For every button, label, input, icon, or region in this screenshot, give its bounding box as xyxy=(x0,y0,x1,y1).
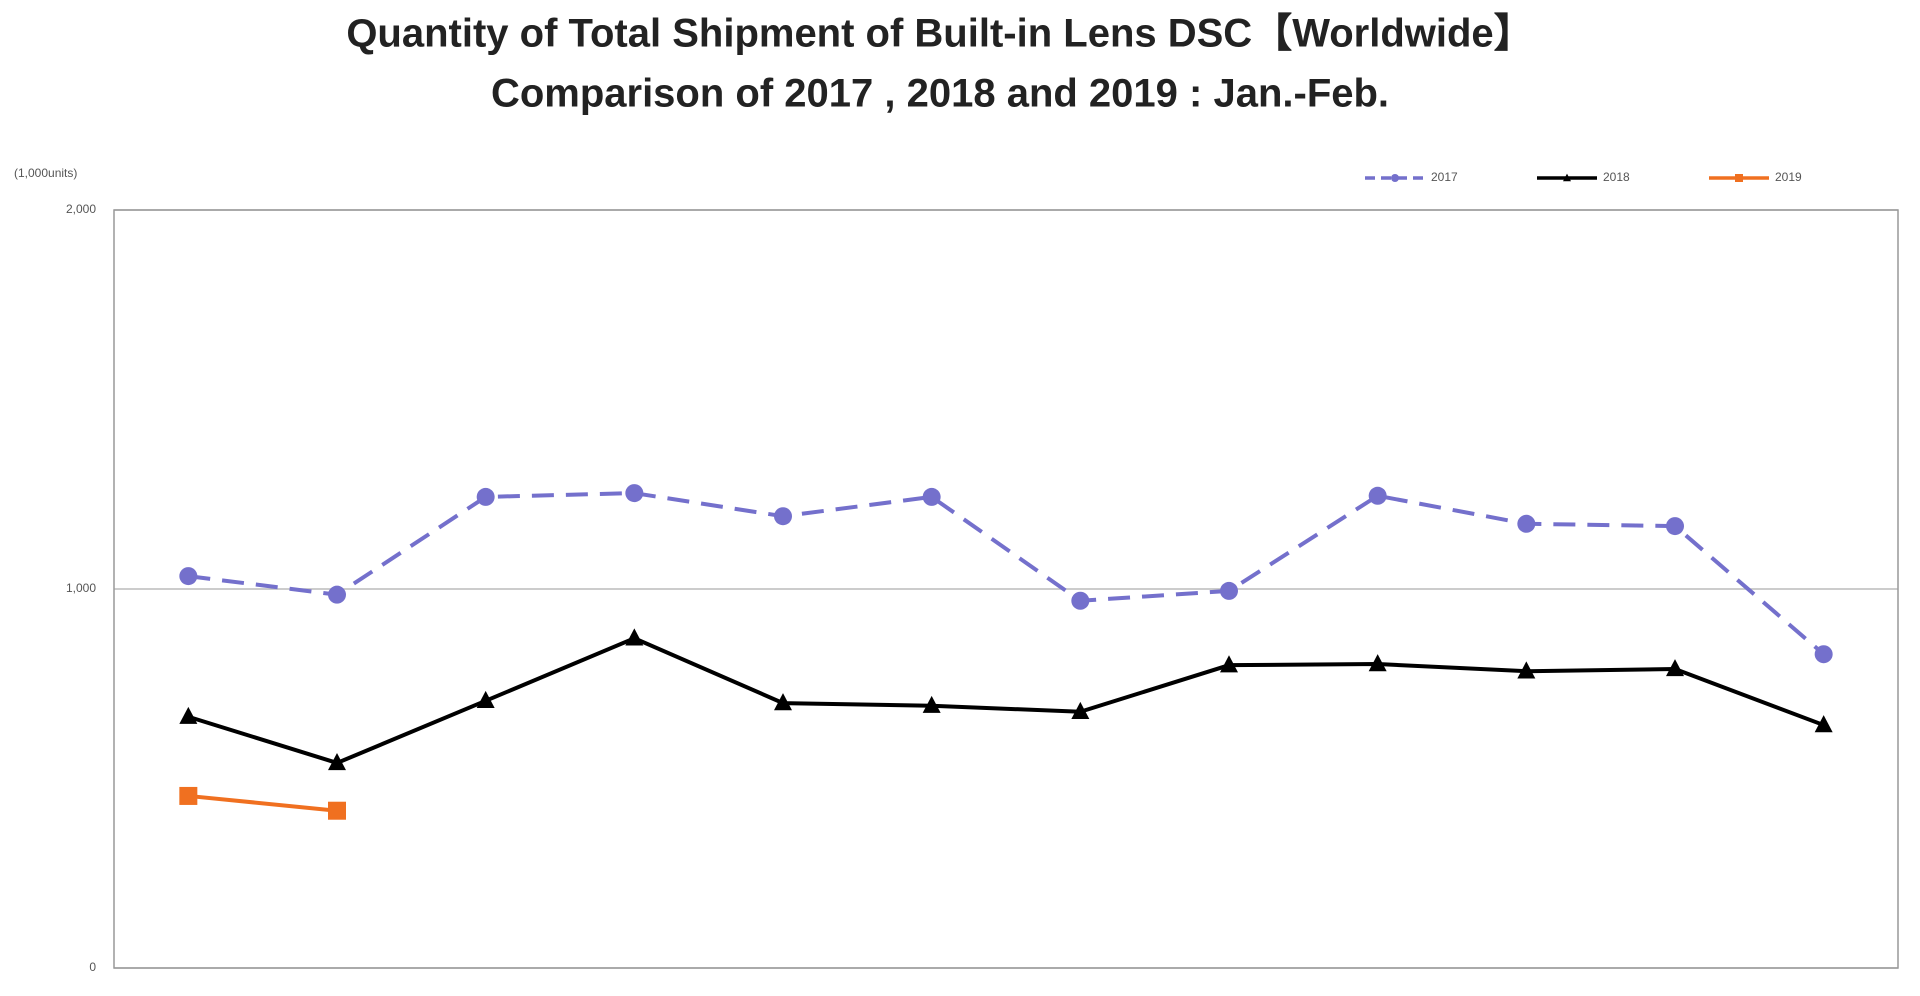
legend-marker xyxy=(1563,173,1571,182)
legend-marker xyxy=(1735,174,1743,182)
data-point xyxy=(476,487,495,506)
chart-subtitle: Comparison of 2017 , 2018 and 2019 : Jan… xyxy=(491,72,1389,116)
data-point xyxy=(179,786,198,805)
data-point xyxy=(625,628,644,646)
data-point xyxy=(1368,486,1387,505)
data-point xyxy=(1220,655,1238,673)
legend-label: 2019 xyxy=(1775,170,1802,184)
data-point xyxy=(328,753,346,771)
y-tick-label: 1,000 xyxy=(66,581,96,595)
data-point xyxy=(328,585,346,604)
y-tick-label: 2,000 xyxy=(66,202,96,216)
chart-title: Quantity of Total Shipment of Built-in L… xyxy=(346,12,1533,56)
data-point xyxy=(625,484,644,503)
data-point xyxy=(1666,659,1684,677)
data-point xyxy=(1814,645,1833,664)
data-point xyxy=(1517,661,1536,679)
legend-label: 2017 xyxy=(1431,170,1458,184)
series-line xyxy=(188,793,338,813)
legend-label: 2018 xyxy=(1603,170,1630,184)
series-line xyxy=(187,636,1825,766)
y-axis-label: (1,000units) xyxy=(14,166,77,180)
data-point xyxy=(922,695,941,713)
data-point xyxy=(1220,581,1238,600)
data-point xyxy=(774,693,792,711)
y-tick-label: 0 xyxy=(89,960,96,974)
data-point xyxy=(774,507,792,526)
data-point xyxy=(476,690,495,709)
data-point xyxy=(1517,514,1536,533)
plot-frame xyxy=(113,209,1899,969)
data-point xyxy=(1368,654,1387,672)
legend-marker xyxy=(1391,174,1399,182)
data-point xyxy=(1666,517,1684,536)
series-line xyxy=(188,491,1825,656)
data-point xyxy=(1071,591,1090,610)
data-point xyxy=(1814,715,1833,733)
data-point xyxy=(179,567,198,586)
data-point xyxy=(179,706,198,724)
data-point xyxy=(328,801,346,820)
data-point xyxy=(922,487,941,506)
data-point xyxy=(1071,701,1090,719)
